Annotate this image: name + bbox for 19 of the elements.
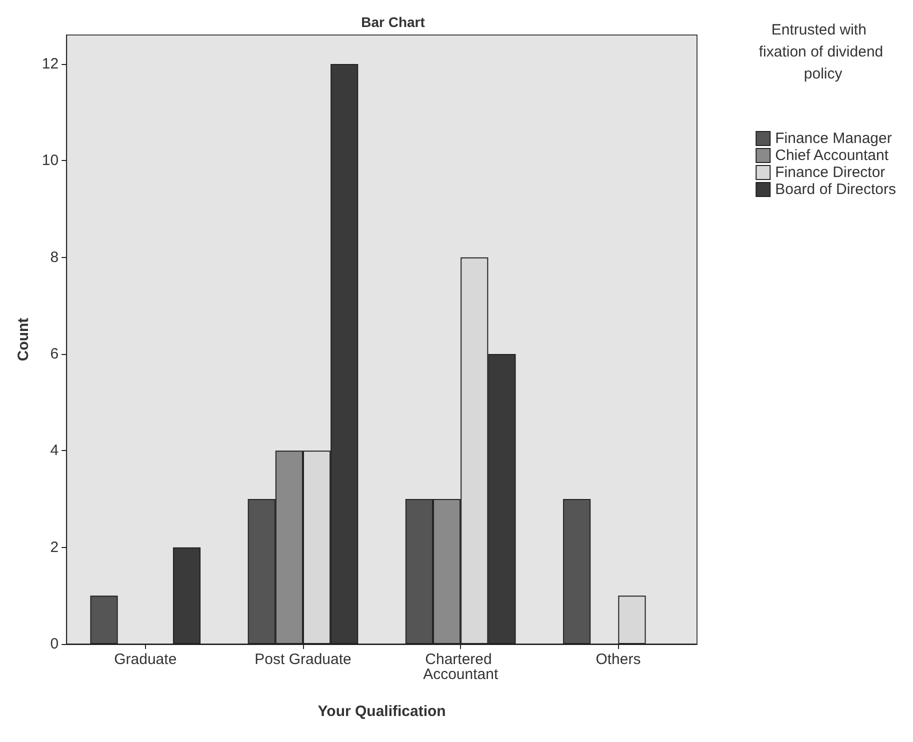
y-tick-label: 10 <box>42 152 59 170</box>
legend-label: Board of Directors <box>775 181 896 198</box>
x-tick-label: Graduate <box>114 651 177 668</box>
y-tick-label: 8 <box>50 248 59 266</box>
x-tick-label: Chartered Accountant <box>423 651 499 683</box>
y-tick-label: 2 <box>50 538 59 556</box>
y-axis-title: Count <box>15 318 32 362</box>
chart-title: Bar Chart <box>361 14 426 30</box>
x-tick-label: Others <box>596 651 641 668</box>
legend-title: Entrusted with fixation of dividend policy <box>758 22 884 82</box>
y-tick-label: 4 <box>50 442 59 460</box>
legend-label: Chief Accountant <box>775 147 890 164</box>
legend-label: Finance Manager <box>775 130 892 147</box>
y-tick-label: 0 <box>50 636 59 652</box>
y-tick-label: 12 <box>42 56 59 72</box>
legend-label: Finance Director <box>775 164 886 181</box>
x-tick-label: Post Graduate <box>254 651 352 668</box>
x-axis-title: Your Qualification <box>318 703 446 720</box>
y-tick-label: 6 <box>50 346 59 362</box>
